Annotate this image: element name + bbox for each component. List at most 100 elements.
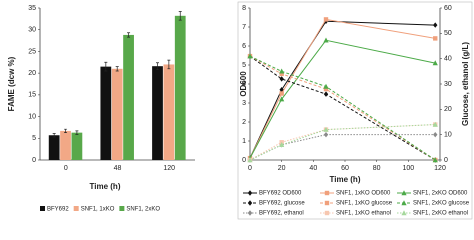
legend-label: SNF1, 2xKO glucose	[413, 201, 470, 207]
y2-tick-label: 30	[444, 81, 452, 88]
y-tick-label: 5	[32, 135, 36, 142]
series-line	[249, 20, 436, 159]
legend-label: BFY692, glucose	[259, 201, 305, 207]
point	[279, 71, 284, 77]
bar	[152, 66, 163, 160]
y-tick-label: 35	[28, 5, 36, 12]
x-tick-label: 0	[248, 165, 252, 172]
x-tick-label: 120	[434, 165, 446, 172]
panel-frame	[237, 1, 473, 220]
point	[279, 76, 284, 82]
legend-label: SNF1, 2xKO	[126, 207, 160, 213]
x-axis-title: Time (h)	[330, 175, 361, 184]
y-tick-label: 2	[242, 119, 246, 126]
legend-swatch	[73, 206, 79, 211]
y-tick-label: 0	[242, 157, 246, 164]
x-tick-label: 0	[64, 165, 68, 172]
series-line	[249, 124, 436, 161]
bar	[71, 132, 83, 160]
y2-tick-label: 0	[444, 157, 448, 164]
x-tick-label: 80	[373, 165, 381, 172]
legend-marker	[324, 190, 330, 196]
y2-axis-title: Glucose, ethanol (g/L)	[461, 42, 470, 126]
y-tick-label: 25	[28, 48, 36, 55]
point	[323, 83, 329, 89]
error-bar	[178, 11, 182, 21]
y-tick-label: 8	[242, 5, 246, 12]
error-bar	[75, 130, 79, 135]
x-tick-label: 60	[341, 165, 349, 172]
y2-tick-label: 50	[444, 30, 452, 37]
y-tick-label: 5	[242, 62, 246, 69]
point	[323, 17, 329, 22]
x-tick-label: 120	[163, 165, 175, 172]
point	[433, 36, 438, 41]
bar	[60, 130, 71, 160]
legend-label: SNF1, 1xKO OD600	[336, 191, 391, 197]
legend-marker	[247, 190, 253, 196]
legend-label: SNF1, 2xKO ethanol	[413, 211, 468, 217]
bar	[48, 135, 60, 160]
legend-label: SNF1, 1xKO ethanol	[336, 211, 391, 217]
point	[323, 131, 329, 138]
legend-label: BFY692	[47, 207, 69, 213]
bar	[123, 34, 134, 160]
bar	[163, 64, 175, 160]
point	[279, 142, 285, 147]
y2-tick-label: 20	[444, 106, 452, 113]
error-bar	[52, 133, 56, 138]
point	[433, 131, 438, 138]
point	[323, 37, 329, 43]
legend-swatch	[40, 206, 45, 211]
y-tick-label: 1	[242, 138, 246, 145]
point	[279, 87, 284, 93]
y-tick-label: 6	[242, 43, 246, 50]
x-axis-title: Time (h)	[90, 182, 121, 191]
legend-label: SNF1, 1xKO glucose	[336, 201, 393, 207]
y-tick-label: 0	[32, 157, 36, 164]
point	[323, 126, 329, 132]
legend-marker	[247, 200, 253, 206]
series-line	[249, 39, 436, 159]
series-line	[249, 134, 436, 161]
y-tick-label: 3	[242, 100, 246, 107]
series-line	[249, 55, 436, 161]
legend-marker	[324, 210, 330, 216]
legend-marker	[247, 210, 253, 216]
error-bar	[156, 62, 159, 71]
error-bar	[115, 66, 119, 72]
y-tick-label: 10	[28, 113, 36, 120]
point	[323, 86, 329, 92]
legend-swatch	[119, 206, 125, 211]
point	[432, 157, 438, 163]
point	[432, 121, 438, 127]
legend-label: SNF1, 2xKO OD600	[413, 191, 468, 197]
series-line	[249, 55, 436, 161]
bar	[174, 15, 186, 161]
legend-marker	[324, 200, 330, 206]
legend-marker	[401, 190, 407, 196]
series-line	[249, 55, 436, 161]
x-tick-label: 40	[309, 165, 317, 172]
y2-tick-label: 60	[444, 5, 452, 12]
x-tick-label: 48	[114, 165, 122, 172]
error-bar	[127, 32, 131, 38]
bar	[111, 68, 123, 160]
series-line	[249, 18, 436, 159]
legend-marker	[401, 200, 407, 206]
x-tick-label: 20	[278, 165, 286, 172]
y-tick-label: 4	[242, 81, 246, 88]
legend-marker	[401, 210, 407, 216]
error-bar	[64, 128, 68, 133]
legend-label: BFY692, ethanol	[259, 211, 304, 217]
x-tick-label: 100	[402, 165, 414, 172]
y2-tick-label: 10	[444, 132, 452, 139]
y-axis-title: OD600	[239, 71, 248, 97]
figure: Time (h) FAME (dcw %) Time (h) OD600 Glu…	[7, 1, 473, 220]
point	[432, 60, 438, 66]
point	[433, 22, 438, 28]
bar	[100, 66, 112, 160]
point	[279, 68, 285, 74]
point	[279, 91, 284, 96]
point	[247, 53, 253, 59]
